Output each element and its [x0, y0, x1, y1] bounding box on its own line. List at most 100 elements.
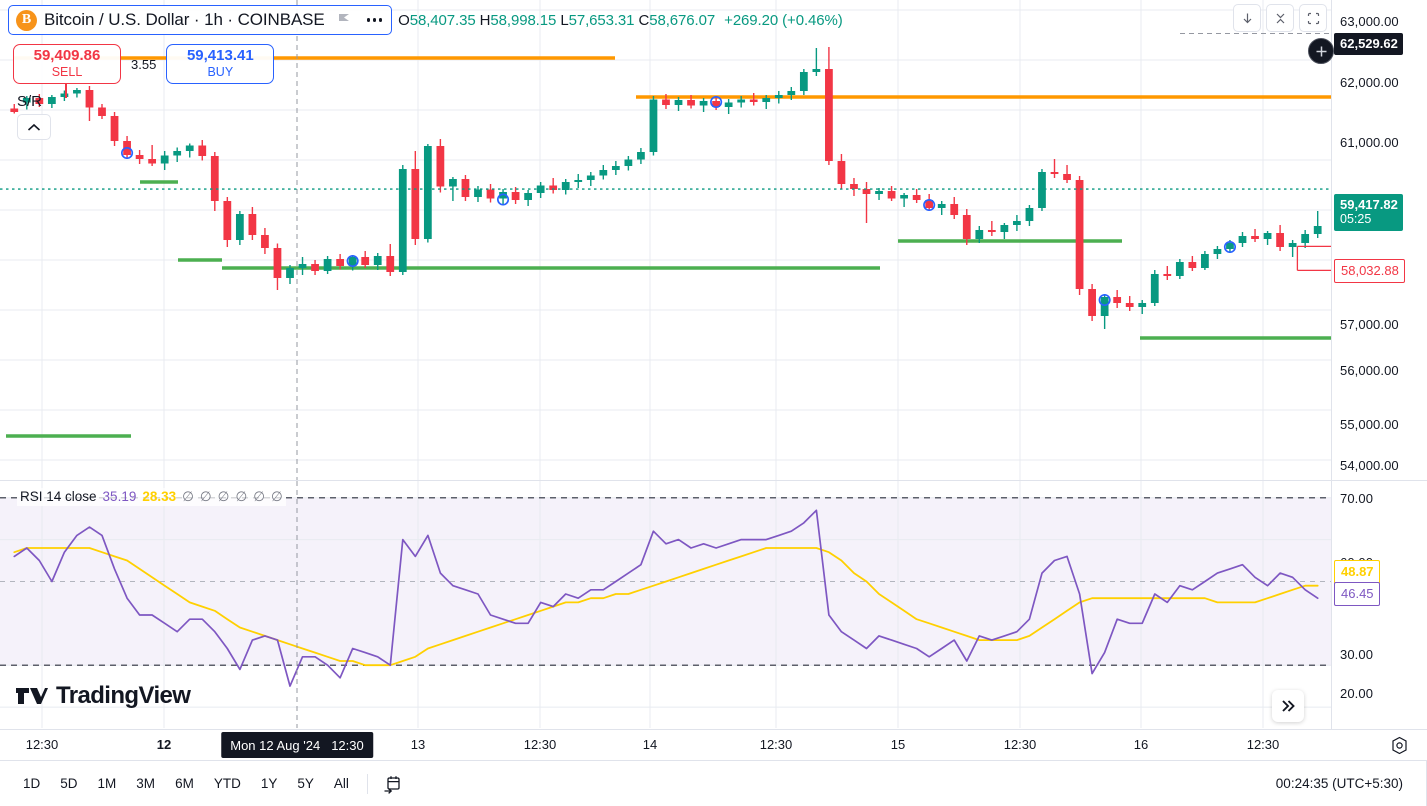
timeframe-button-all[interactable]: All [325, 771, 358, 796]
price-chart-svg [0, 0, 1331, 480]
spread-value: 3.55 [131, 56, 157, 72]
rsi-value-label[interactable]: 46.45 [1334, 582, 1380, 607]
more-options-icon[interactable] [366, 18, 383, 22]
chart-legend: B Bitcoin / U.S. Dollar · 1h · COINBASE … [8, 4, 843, 36]
watermark-text: TradingView [56, 682, 191, 709]
rsi-ma-label[interactable]: 48.87 [1334, 560, 1380, 585]
ohlc-values: O58,407.35 H58,998.15 L57,653.31 C58,676… [398, 11, 843, 29]
timeframe-button-ytd[interactable]: YTD [205, 771, 250, 796]
buy-label: BUY [207, 65, 234, 80]
timeframe-button-5d[interactable]: 5D [51, 771, 86, 796]
price-axis-tick: 62,000.00 [1340, 75, 1399, 90]
rsi-empty-slot: ∅ [182, 489, 194, 504]
crosshair-date: Mon 12 Aug '24 [230, 737, 321, 753]
time-axis-tick: 12:30 [759, 737, 793, 752]
clock-timezone[interactable]: 00:24:35 (UTC+5:30) [1275, 776, 1403, 791]
buy-price: 59,413.41 [186, 46, 254, 64]
pane-divider[interactable] [0, 480, 1331, 481]
price-axis-tick: 54,000.00 [1340, 458, 1399, 473]
rsi-axis-tick: 70.00 [1340, 491, 1374, 506]
timezone-target-icon[interactable] [1390, 736, 1409, 755]
price-axis-tick: 55,000.00 [1340, 417, 1399, 432]
price-axis[interactable]: 63,000.0062,000.0061,000.0060,000.0058,0… [1308, 0, 1427, 760]
open-value: 58,407.35 [409, 11, 476, 29]
toolbar-divider [366, 773, 368, 794]
last-price-label[interactable]: 59,417.82 05:25 [1334, 194, 1403, 232]
chart-toolbar-icons [1233, 4, 1327, 32]
high-label: H [479, 11, 491, 29]
last-price-label-countdown: 05:25 [1340, 212, 1372, 227]
symbol-title: Bitcoin / U.S. Dollar · 1h · COINBASE [44, 10, 325, 29]
bottom-toolbar: 1D 5D 1M 3M 6M YTD 1Y 5Y All 00:24:35 (UTC+5:30) [0, 760, 1427, 806]
chevron-double-right-icon[interactable] [1272, 690, 1304, 722]
sell-button[interactable]: 59,409.86 SELL [13, 44, 121, 84]
rsi-indicator-pane[interactable] [0, 481, 1331, 728]
time-axis[interactable]: 12:30 12 13 12:30 14 12:30 15 12:30 16 12:30 Mon 1… [0, 729, 1427, 760]
alert-price-label[interactable]: 58,032.88 [1334, 259, 1405, 284]
time-axis-tick: 13 [410, 737, 426, 752]
bitcoin-icon: B [16, 9, 37, 31]
price-axis-tick: 63,000.00 [1340, 14, 1399, 29]
rsi-indicator-legend[interactable]: RSI 14 close 35.19 28.33 ∅ ∅ ∅ ∅ ∅ ∅ [17, 488, 286, 506]
low-value: 57,653.31 [568, 11, 635, 29]
time-axis-tick: 12:30 [523, 737, 557, 752]
compress-icon[interactable] [1266, 4, 1294, 32]
time-axis-tick: 12:30 [25, 737, 59, 752]
rsi-ma-value: 28.33 [142, 489, 177, 504]
timeframe-button-1y[interactable]: 1Y [252, 771, 287, 796]
timeframe-button-1m[interactable]: 1M [89, 771, 126, 796]
rsi-axis-tick: 20.00 [1340, 686, 1374, 701]
fullscreen-icon[interactable] [1299, 4, 1327, 32]
low-label: L [560, 11, 569, 29]
close-value: 58,676.07 [649, 11, 716, 29]
close-label: C [638, 11, 650, 29]
crosshair-time: 12:30 [331, 737, 364, 753]
symbol-button[interactable]: B Bitcoin / U.S. Dollar · 1h · COINBASE [8, 5, 393, 35]
rsi-empty-slot: ∅ [199, 489, 212, 504]
time-axis-tick: 14 [642, 737, 658, 752]
crosshair-time-label: Mon 12 Aug '24 12:30 [221, 732, 373, 758]
time-axis-tick: 12:30 [1246, 737, 1280, 752]
timeframe-group: 1D 5D 1M 3M 6M YTD 1Y 5Y All [14, 771, 358, 796]
rsi-value: 35.19 [102, 489, 137, 504]
tradingview-watermark: TradingView [16, 682, 191, 710]
sell-label: SELL [51, 65, 83, 80]
goto-date-icon[interactable] [377, 770, 407, 798]
time-axis-tick: 12 [156, 737, 172, 752]
crosshair-price-label[interactable]: 62,529.62 [1334, 33, 1403, 56]
sr-indicator-title: S/R [17, 93, 43, 110]
high-value: 58,998.15 [490, 11, 557, 29]
rsi-empty-slot: ∅ [253, 489, 265, 504]
time-axis-tick: 16 [1133, 737, 1149, 752]
add-crosshair-icon[interactable] [1308, 38, 1334, 64]
rsi-empty-slot: ∅ [270, 489, 283, 504]
price-axis-tick: 57,000.00 [1340, 317, 1399, 332]
price-change: +269.20 (+0.46%) [724, 11, 843, 29]
open-label: O [398, 11, 410, 29]
rsi-chart-svg [0, 481, 1331, 728]
rsi-indicator-title: RSI 14 close [20, 489, 97, 504]
buy-sell-panel: 59,409.86 SELL 3.55 59,413.41 BUY [13, 44, 275, 84]
price-chart-pane[interactable] [0, 0, 1331, 480]
axis-divider [1331, 480, 1427, 481]
buy-button[interactable]: 59,413.41 BUY [166, 44, 275, 84]
time-axis-tick: 12:30 [1003, 737, 1037, 752]
rsi-empty-slot: ∅ [235, 489, 248, 504]
download-icon[interactable] [1233, 4, 1261, 32]
price-axis-tick: 56,000.00 [1340, 363, 1399, 378]
flag-icon [338, 13, 349, 21]
chevron-up-icon[interactable] [17, 114, 51, 140]
sell-line-stem [65, 84, 67, 98]
rsi-empty-slot: ∅ [217, 489, 230, 504]
timeframe-button-5y[interactable]: 5Y [288, 771, 323, 796]
tradingview-logo-icon [16, 688, 48, 704]
sr-indicator-legend: S/R [17, 93, 51, 140]
timeframe-button-1d[interactable]: 1D [14, 771, 49, 796]
timeframe-button-3m[interactable]: 3M [127, 771, 164, 796]
timeframe-button-6m[interactable]: 6M [166, 771, 203, 796]
sell-price: 59,409.86 [33, 46, 101, 64]
price-axis-tick: 61,000.00 [1340, 135, 1399, 150]
rsi-axis-tick: 30.00 [1340, 647, 1374, 662]
time-axis-tick: 15 [890, 737, 906, 752]
